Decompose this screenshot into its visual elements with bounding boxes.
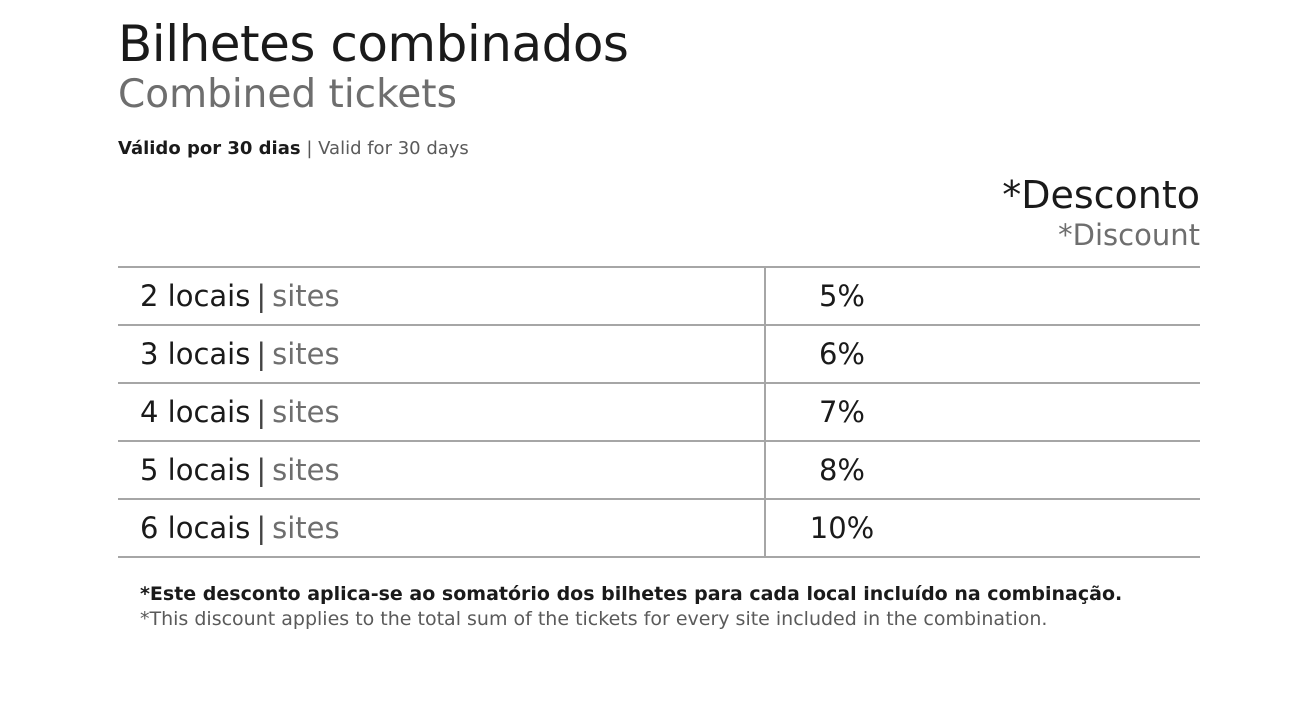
- row-label: 5 locais | sites: [118, 442, 766, 498]
- row-label: 6 locais | sites: [118, 500, 766, 556]
- row-label-pt: 4 locais: [140, 395, 251, 429]
- discount-header: *Desconto *Discount: [1002, 170, 1200, 250]
- row-label-pt: 6 locais: [140, 511, 251, 545]
- row-label-pt: 2 locais: [140, 279, 251, 313]
- page-subtitle: Combined tickets: [118, 72, 457, 117]
- validity-en: Valid for 30 days: [318, 138, 469, 159]
- table-row: 4 locais | sites 7%: [118, 384, 1200, 442]
- table-row: 5 locais | sites 8%: [118, 442, 1200, 500]
- row-label-pt: 5 locais: [140, 453, 251, 487]
- row-label-en: sites: [272, 453, 340, 487]
- row-label-separator: |: [256, 279, 267, 313]
- row-label-separator: |: [256, 511, 267, 545]
- row-label-en: sites: [272, 279, 340, 313]
- row-label: 4 locais | sites: [118, 384, 766, 440]
- row-discount: 8%: [818, 453, 865, 487]
- validity-pt: Válido por 30 dias: [118, 138, 301, 159]
- row-label: 3 locais | sites: [118, 326, 766, 382]
- footnote-pt: *Este desconto aplica-se ao somatório do…: [140, 583, 1123, 605]
- row-label-separator: |: [256, 453, 267, 487]
- row-discount: 6%: [818, 337, 865, 371]
- page-title: Bilhetes combinados: [118, 15, 629, 73]
- row-label-separator: |: [256, 337, 267, 371]
- footnote-en: *This discount applies to the total sum …: [140, 608, 1048, 630]
- row-label-separator: |: [256, 395, 267, 429]
- table-row: 3 locais | sites 6%: [118, 326, 1200, 384]
- row-label: 2 locais | sites: [118, 268, 766, 324]
- footnote: *Este desconto aplica-se ao somatório do…: [140, 582, 1122, 632]
- discount-header-en: *Discount: [1058, 218, 1200, 252]
- validity-line: Válido por 30 dias | Valid for 30 days: [118, 137, 469, 161]
- table-row: 2 locais | sites 5%: [118, 268, 1200, 326]
- row-discount: 5%: [818, 279, 865, 313]
- row-label-en: sites: [272, 337, 340, 371]
- table-row: 6 locais | sites 10%: [118, 500, 1200, 558]
- row-label-pt: 3 locais: [140, 337, 251, 371]
- discount-table: 2 locais | sites 5% 3 locais | sites 6% …: [118, 266, 1200, 558]
- validity-separator: |: [306, 138, 313, 159]
- row-label-en: sites: [272, 395, 340, 429]
- discount-header-pt: *Desconto: [1002, 173, 1200, 217]
- row-discount: 7%: [818, 395, 865, 429]
- row-label-en: sites: [272, 511, 340, 545]
- row-discount: 10%: [809, 511, 875, 545]
